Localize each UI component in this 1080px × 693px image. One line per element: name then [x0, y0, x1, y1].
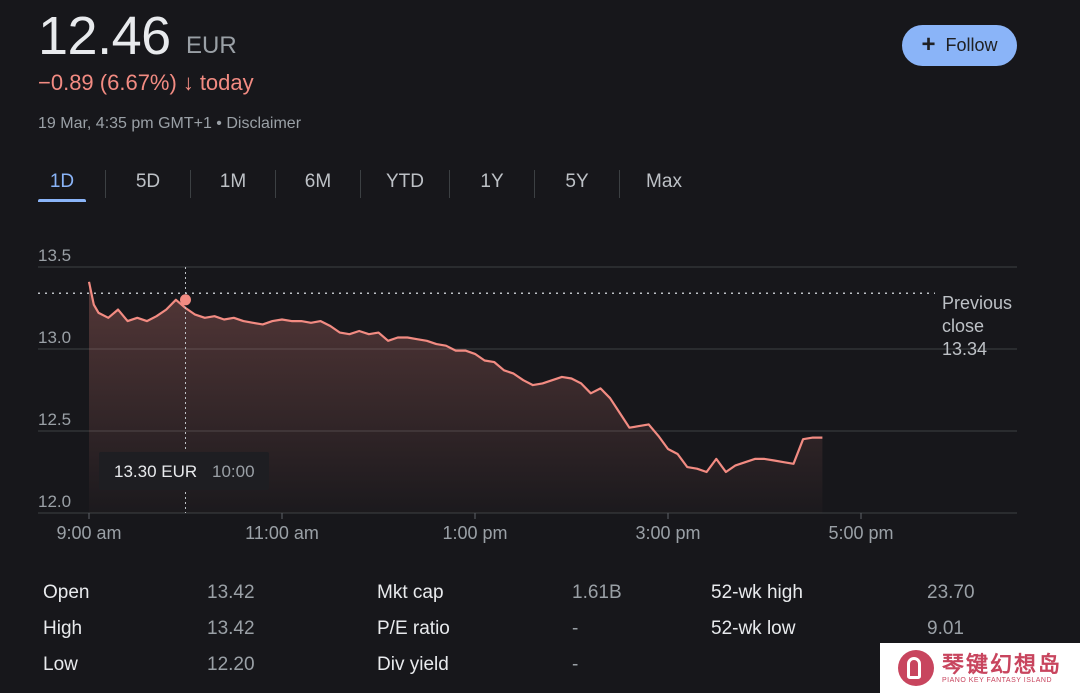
tab-6m[interactable]: 6M: [304, 171, 332, 192]
stat-label-open: Open: [43, 582, 90, 603]
tab-divider: [360, 170, 361, 198]
hover-point: [180, 294, 191, 306]
tab-1m[interactable]: 1M: [219, 171, 247, 192]
tab-max[interactable]: Max: [646, 171, 682, 192]
price-area: [89, 281, 823, 513]
stock-price: 12.46: [38, 6, 171, 66]
stat-value-low: 12.20: [207, 654, 255, 675]
meta-separator: •: [211, 115, 227, 132]
quote-meta: 19 Mar, 4:35 pm GMT+1 • Disclaimer: [38, 115, 301, 133]
follow-button[interactable]: + Follow: [902, 25, 1017, 66]
stat-value-52wk-high: 23.70: [927, 582, 975, 603]
tab-1d[interactable]: 1D: [38, 164, 86, 202]
range-tabs: 1D 5D 1M 6M YTD 1Y 5Y Max: [38, 164, 708, 204]
stat-label-52wk-low: 52-wk low: [711, 618, 796, 639]
x-tick-label: 3:00 pm: [635, 523, 700, 543]
price-chart[interactable]: 13.5 13.0 12.5 12.0 9:00 am 11:00 am 1:00 pm 3:…: [0, 240, 1080, 560]
watermark-title: 琴键幻想岛: [942, 651, 1063, 677]
tab-divider: [449, 170, 450, 198]
quote-timestamp: 19 Mar, 4:35 pm GMT+1: [38, 115, 212, 132]
tab-divider: [105, 170, 106, 198]
tab-5y[interactable]: 5Y: [565, 171, 589, 192]
plus-icon: +: [921, 30, 936, 58]
tab-divider: [619, 170, 620, 198]
stat-value-pe-ratio: -: [572, 618, 579, 639]
stat-label-pe-ratio: P/E ratio: [377, 618, 450, 639]
follow-label: Follow: [945, 35, 998, 55]
tab-divider: [190, 170, 191, 198]
disclaimer-link[interactable]: Disclaimer: [226, 115, 302, 132]
tab-divider: [534, 170, 535, 198]
x-tick-label: 1:00 pm: [442, 523, 507, 543]
change-period: today: [199, 70, 254, 95]
x-tick-label: 11:00 am: [245, 523, 319, 543]
tab-divider: [275, 170, 276, 198]
stat-label-52wk-high: 52-wk high: [711, 582, 803, 603]
stat-label-low: Low: [43, 654, 78, 675]
tooltip-time: 10:00: [212, 462, 255, 481]
price-line: [87, 281, 823, 474]
price-change: −0.89 (6.67%) ↓ today: [38, 70, 254, 96]
stat-value-52wk-low: 9.01: [927, 618, 964, 639]
x-tick-label: 9:00 am: [56, 523, 121, 543]
stat-value-div-yield: -: [572, 654, 579, 675]
stat-label-mkt-cap: Mkt cap: [377, 582, 444, 603]
watermark: 琴键幻想岛 PIANO KEY FANTASY ISLAND: [880, 643, 1080, 693]
stat-value-high: 13.42: [207, 618, 255, 639]
stat-label-div-yield: Div yield: [377, 654, 449, 675]
currency-label: EUR: [186, 32, 237, 59]
watermark-subtitle: PIANO KEY FANTASY ISLAND: [942, 676, 1053, 684]
tab-1y[interactable]: 1Y: [480, 171, 504, 192]
tooltip-box: [99, 452, 269, 490]
stat-value-mkt-cap: 1.61B: [572, 582, 622, 603]
tooltip-price: 13.30 EUR: [114, 462, 197, 481]
stat-label-high: High: [43, 618, 83, 639]
tab-ytd[interactable]: YTD: [386, 171, 424, 192]
y-tick-label: 13.0: [38, 328, 71, 347]
previous-close-label: close: [942, 316, 984, 336]
stat-value-open: 13.42: [207, 582, 255, 603]
tab-5d[interactable]: 5D: [135, 171, 161, 192]
previous-close-value: 13.34: [942, 339, 987, 359]
change-value: −0.89 (6.67%): [38, 70, 177, 95]
x-tick-label: 5:00 pm: [828, 523, 893, 543]
down-arrow-icon: ↓: [182, 70, 194, 95]
y-tick-label: 13.5: [38, 246, 71, 265]
piano-logo-icon: [898, 650, 934, 686]
previous-close-label: Previous: [942, 293, 1012, 313]
y-tick-label: 12.0: [38, 492, 71, 511]
y-tick-label: 12.5: [38, 410, 71, 429]
